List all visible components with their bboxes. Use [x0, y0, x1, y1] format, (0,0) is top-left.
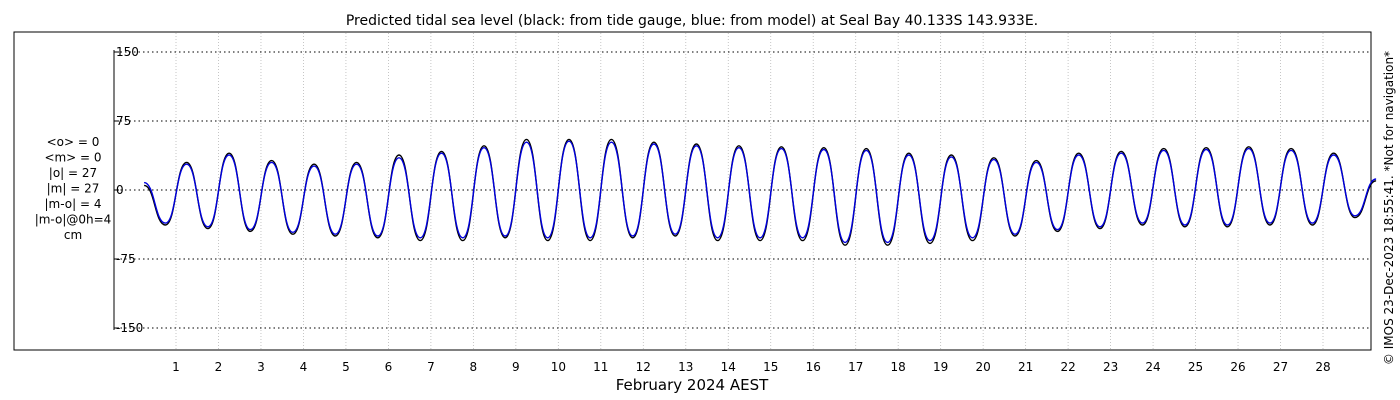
x-tick-label: 7 [427, 360, 435, 374]
series-layer [143, 138, 1377, 246]
x-tick-label: 18 [891, 360, 906, 374]
stats-block: <o> = 0 <m> = 0|o| = 27 |m| = 27|m-o| = 4 |… [35, 135, 112, 242]
credit-text: © IMOS 23-Dec-2023 18:55:41. *Not for na… [1382, 51, 1396, 365]
y-tick-label: -75 [116, 252, 136, 266]
stat-line: cm [64, 228, 82, 242]
x-tick-label: 16 [806, 360, 821, 374]
x-tick-label: 22 [1060, 360, 1075, 374]
x-tick-label: 20 [976, 360, 991, 374]
x-tick-label: 3 [257, 360, 265, 374]
stat-line: <o> = 0 [47, 135, 100, 149]
y-tick-label: 150 [116, 45, 139, 59]
stat-line: |m| = 27 [47, 182, 100, 196]
x-tick-label: 15 [763, 360, 778, 374]
plot-frame [13, 31, 1372, 351]
y-axis: 150 75 0 -75 -150 [113, 45, 143, 335]
grid-lines [116, 33, 1369, 349]
x-tick-label: 21 [1018, 360, 1033, 374]
x-tick-label: 5 [342, 360, 350, 374]
x-tick-label: 19 [933, 360, 948, 374]
x-tick-label: 12 [636, 360, 651, 374]
x-axis-label: February 2024 AEST [616, 376, 769, 394]
x-tick-label: 4 [300, 360, 308, 374]
x-tick-label: 8 [470, 360, 478, 374]
x-tick-label: 14 [721, 360, 736, 374]
x-tick-label: 24 [1145, 360, 1160, 374]
x-tick-label: 27 [1273, 360, 1288, 374]
x-axis: 1 2 3 4 5 6 7 8 9 10 11 12 13 14 15 16 17 18 19 20 21 22 23 24 2… [172, 360, 1330, 374]
x-tick-label: 6 [385, 360, 393, 374]
series-line-model [143, 140, 1377, 244]
y-tick-label: -150 [116, 321, 143, 335]
x-tick-label: 25 [1188, 360, 1203, 374]
x-tick-label: 28 [1315, 360, 1330, 374]
stat-line: <m> = 0 [44, 151, 101, 165]
stat-line: |o| = 27 [49, 166, 97, 180]
stat-line: |m-o| = 4 [45, 197, 102, 211]
x-tick-label: 17 [848, 360, 863, 374]
chart-title: Predicted tidal sea level (black: from t… [346, 13, 1038, 29]
x-tick-label: 10 [551, 360, 566, 374]
x-tick-label: 2 [215, 360, 223, 374]
x-tick-label: 26 [1230, 360, 1245, 374]
x-tick-label: 13 [678, 360, 693, 374]
x-tick-label: 9 [512, 360, 520, 374]
stat-line: |m-o|@0h=4 [35, 213, 112, 227]
y-tick-label: 75 [116, 114, 131, 128]
x-tick-label: 23 [1103, 360, 1118, 374]
x-tick-label: 11 [593, 360, 608, 374]
x-tick-label: 1 [172, 360, 180, 374]
y-tick-label: 0 [116, 183, 124, 197]
